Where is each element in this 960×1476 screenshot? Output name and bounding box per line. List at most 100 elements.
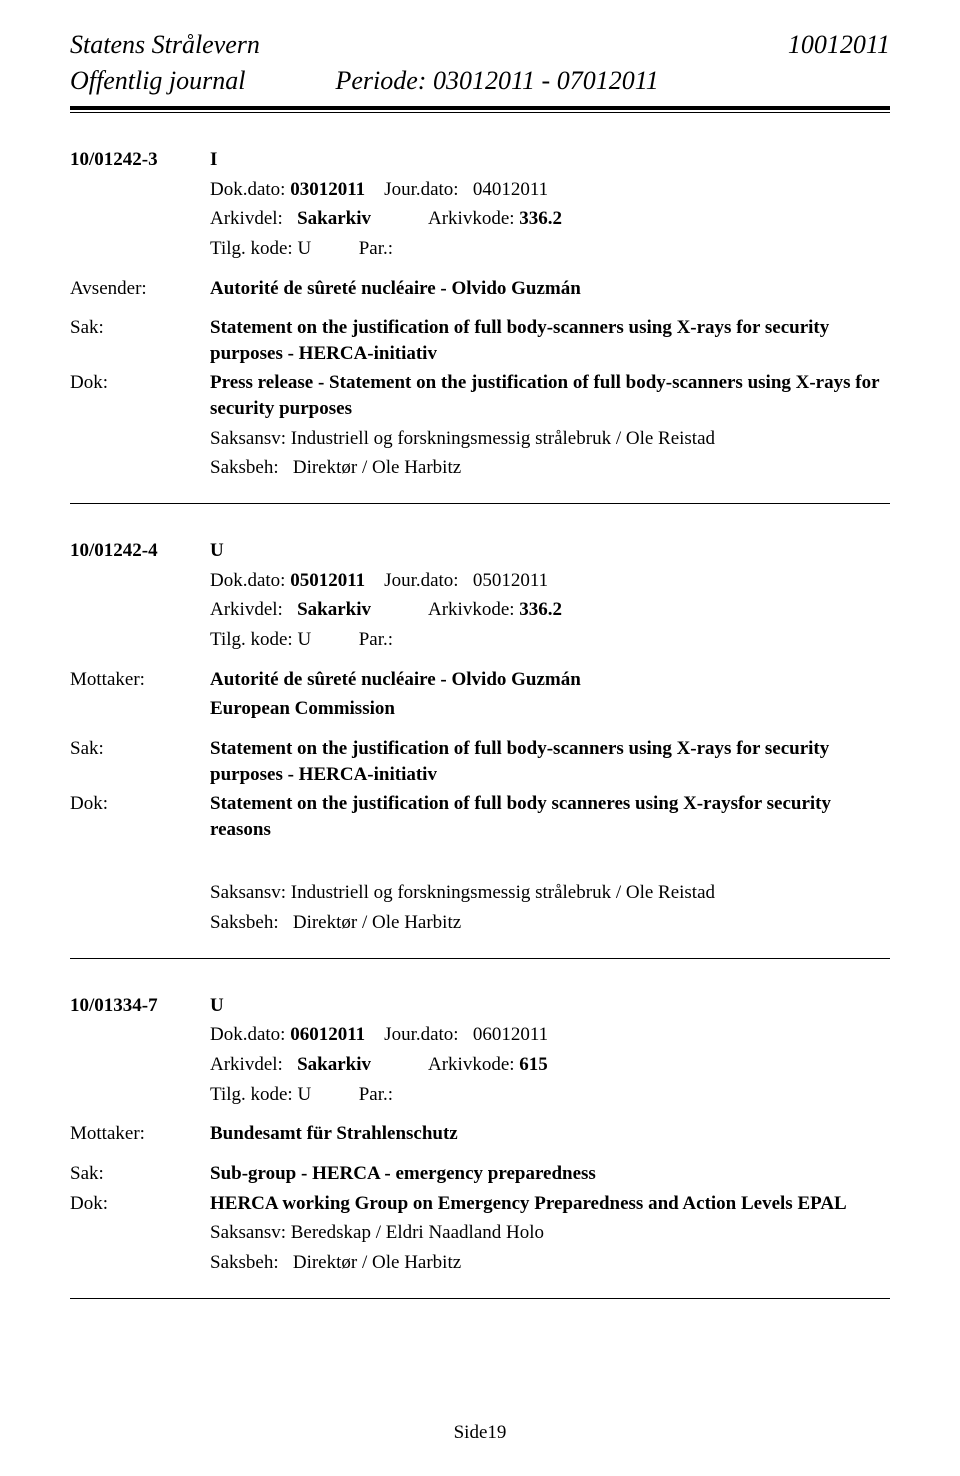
saksansv-value: Beredskap / Eldri Naadland Holo [291, 1222, 544, 1243]
arkiv-line: Arkivdel: Sakarkiv Arkivkode: 615 [210, 1052, 890, 1078]
arkivkode-label: Arkivkode: [428, 599, 515, 620]
jourdato-value: 06012011 [473, 1024, 548, 1045]
case-number: 10/01242-4 [70, 538, 210, 564]
saksbeh-label: Saksbeh: [210, 1252, 279, 1273]
sak-value: Statement on the justification of full b… [210, 315, 890, 366]
dokdato-label: Dok.dato: [210, 570, 285, 591]
dok-value: Statement on the justification of full b… [210, 791, 890, 842]
jourdato-label: Jour.dato: [384, 1024, 458, 1045]
sak-label: Sak: [70, 736, 210, 787]
tilg-label: Tilg. kode: [210, 238, 293, 259]
journal-entry: 10/01334-7UDok.dato: 06012011 Jour.dato:… [70, 993, 890, 1276]
direction: U [210, 538, 890, 564]
jourdato-value: 05012011 [473, 570, 548, 591]
tilg-label: Tilg. kode: [210, 1084, 293, 1105]
tilg-value: U [297, 1084, 311, 1105]
dokdato-label: Dok.dato: [210, 1024, 285, 1045]
saksbeh-line: Saksbeh: Direktør / Ole Harbitz [210, 910, 890, 936]
par-label: Par.: [359, 629, 393, 650]
header-row-1: Statens Strålevern 10012011 [70, 30, 890, 60]
arkivdel-value: Sakarkiv [297, 1054, 371, 1075]
saksansv-line: Saksansv: Beredskap / Eldri Naadland Hol… [210, 1220, 890, 1246]
jourdato-label: Jour.dato: [384, 570, 458, 591]
date-line: Dok.dato: 03012011 Jour.dato: 04012011 [210, 177, 890, 203]
entry-separator [70, 958, 890, 959]
party-value: Autorité de sûreté nucléaire - Olvido Gu… [210, 667, 890, 693]
date-line: Dok.dato: 05012011 Jour.dato: 05012011 [210, 568, 890, 594]
party-label: Mottaker: [70, 667, 210, 693]
tilg-line: Tilg. kode: U Par.: [210, 627, 890, 653]
arkivdel-value: Sakarkiv [297, 208, 371, 229]
header-doc-id: 10012011 [788, 30, 890, 60]
arkiv-line: Arkivdel: Sakarkiv Arkivkode: 336.2 [210, 597, 890, 623]
entries-container: 10/01242-3I Dok.dato: 03012011 Jour.dato:… [70, 147, 890, 1299]
saksansv-label: Saksansv: [210, 428, 286, 449]
arkivkode-label: Arkivkode: [428, 1054, 515, 1075]
dok-label: Dok: [70, 791, 210, 842]
arkivkode-value: 336.2 [519, 599, 562, 620]
journal-entry: 10/01242-3I Dok.dato: 03012011 Jour.dato:… [70, 147, 890, 481]
header-period: Periode: 03012011 - 07012011 [336, 66, 659, 96]
dokdato-label: Dok.dato: [210, 179, 285, 200]
saksbeh-value: Direktør / Ole Harbitz [293, 457, 461, 478]
dok-label: Dok: [70, 1191, 210, 1217]
page: Statens Strålevern 10012011 Offentlig jo… [0, 0, 960, 1476]
entry-separator [70, 503, 890, 504]
par-label: Par.: [359, 1084, 393, 1105]
journal-entry: 10/01242-4UDok.dato: 05012011 Jour.dato:… [70, 538, 890, 936]
entry-separator [70, 1298, 890, 1299]
arkivdel-value: Sakarkiv [297, 599, 371, 620]
direction: I [210, 147, 890, 173]
saksbeh-value: Direktør / Ole Harbitz [293, 912, 461, 933]
saksansv-value: Industriell og forskningsmessig strålebr… [291, 882, 715, 903]
date-line: Dok.dato: 06012011 Jour.dato: 06012011 [210, 1022, 890, 1048]
sak-label: Sak: [70, 315, 210, 366]
saksansv-value: Industriell og forskningsmessig strålebr… [291, 428, 715, 449]
dokdato-value: 05012011 [290, 570, 365, 591]
arkivkode-label: Arkivkode: [428, 208, 515, 229]
tilg-label: Tilg. kode: [210, 629, 293, 650]
saksbeh-value: Direktør / Ole Harbitz [293, 1252, 461, 1273]
saksansv-label: Saksansv: [210, 1222, 286, 1243]
arkivdel-label: Arkivdel: [210, 208, 283, 229]
arkiv-line: Arkivdel: Sakarkiv Arkivkode: 336.2 [210, 206, 890, 232]
arkivdel-label: Arkivdel: [210, 599, 283, 620]
party-label [70, 696, 210, 722]
tilg-line: Tilg. kode: U Par.: [210, 236, 890, 262]
party-value: European Commission [210, 696, 890, 722]
sak-value: Statement on the justification of full b… [210, 736, 890, 787]
header-org: Statens Strålevern [70, 30, 260, 60]
jourdato-label: Jour.dato: [384, 179, 458, 200]
arkivdel-label: Arkivdel: [210, 1054, 283, 1075]
saksbeh-line: Saksbeh: Direktør / Ole Harbitz [210, 455, 890, 481]
dok-value: HERCA working Group on Emergency Prepare… [210, 1191, 890, 1217]
saksbeh-line: Saksbeh: Direktør / Ole Harbitz [210, 1250, 890, 1276]
party-value: Autorité de sûreté nucléaire - Olvido Gu… [210, 276, 890, 302]
tilg-value: U [297, 629, 311, 650]
page-number: Side19 [454, 1422, 507, 1443]
header-row-2: Offentlig journal Periode: 03012011 - 07… [70, 66, 890, 96]
saksansv-line: Saksansv: Industriell og forskningsmessi… [210, 880, 890, 906]
saksbeh-label: Saksbeh: [210, 457, 279, 478]
dokdato-value: 03012011 [290, 179, 365, 200]
party-label: Mottaker: [70, 1121, 210, 1147]
tilg-line: Tilg. kode: U Par.: [210, 1082, 890, 1108]
case-number: 10/01242-3 [70, 147, 210, 173]
par-label: Par.: [359, 238, 393, 259]
dokdato-value: 06012011 [290, 1024, 365, 1045]
arkivkode-value: 336.2 [519, 208, 562, 229]
header-rule-thin [70, 112, 890, 113]
jourdato-value: 04012011 [473, 179, 548, 200]
sak-value: Sub-group - HERCA - emergency preparedne… [210, 1161, 890, 1187]
sak-label: Sak: [70, 1161, 210, 1187]
party-label: Avsender: [70, 276, 210, 302]
dok-value: Press release - Statement on the justifi… [210, 370, 890, 421]
dok-label: Dok: [70, 370, 210, 421]
direction: U [210, 993, 890, 1019]
saksbeh-label: Saksbeh: [210, 912, 279, 933]
saksansv-line: Saksansv: Industriell og forskningsmessi… [210, 426, 890, 452]
arkivkode-value: 615 [519, 1054, 548, 1075]
tilg-value: U [297, 238, 311, 259]
case-number: 10/01334-7 [70, 993, 210, 1019]
party-value: Bundesamt für Strahlenschutz [210, 1121, 890, 1147]
